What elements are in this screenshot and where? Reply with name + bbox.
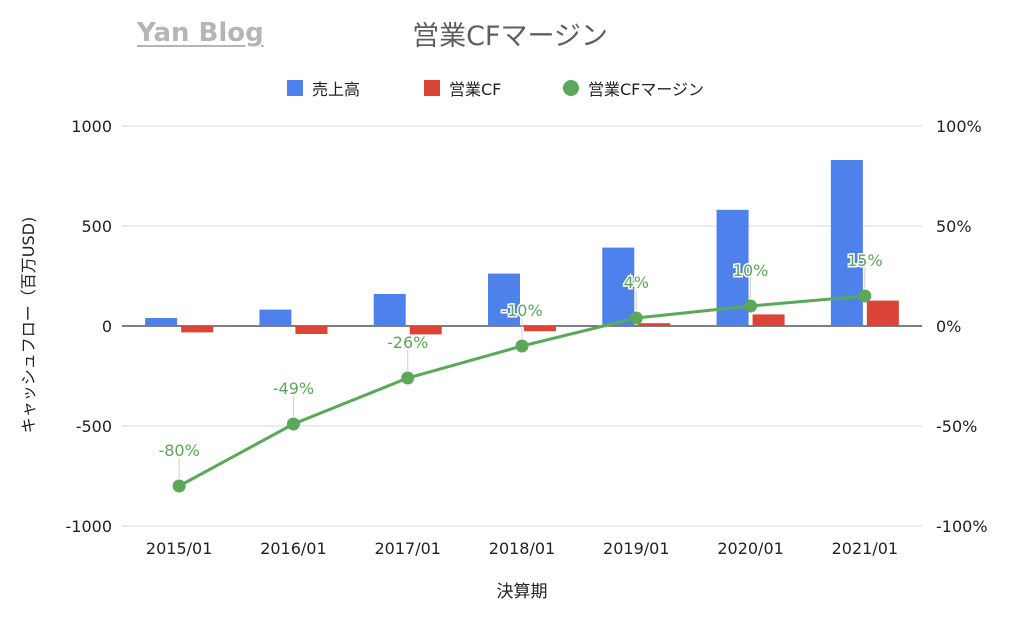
data-label-margin: 15% — [847, 251, 883, 270]
point-margin — [858, 289, 872, 303]
chart-title-text: 営業CFマージン — [412, 21, 608, 52]
point-margin — [515, 339, 529, 353]
y2-tick-label: -100% — [936, 517, 988, 536]
legend-item-operating-cf: 営業CF — [424, 76, 501, 100]
legend-swatch-sales — [287, 80, 303, 96]
x-tick-label: 2021/01 — [832, 539, 898, 558]
bar-operating-cf — [638, 323, 671, 326]
bar-sales — [145, 318, 178, 326]
legend-swatch-operating-cf — [424, 80, 440, 96]
x-axis-title: 決算期 — [497, 582, 548, 602]
legend-item-margin: 営業CFマージン — [563, 76, 704, 100]
y-tick-label: -500 — [76, 417, 112, 436]
bar-operating-cf — [409, 326, 442, 335]
legend-swatch-margin — [563, 80, 579, 96]
bar-operating-cf — [752, 314, 785, 326]
data-label-margin: 10% — [733, 261, 769, 280]
x-tick-label: 2016/01 — [260, 539, 326, 558]
bar-sales — [488, 273, 520, 326]
data-label-margin: 4% — [624, 273, 649, 292]
data-label-margin: -49% — [273, 379, 314, 398]
y-axis-title: キャッシュフロー（百万USD) — [19, 217, 38, 433]
point-margin — [744, 299, 758, 313]
point-margin — [401, 371, 415, 385]
x-tick-label: 2019/01 — [603, 539, 669, 558]
bar-operating-cf — [866, 300, 899, 326]
watermark: Yan Blog — [137, 18, 264, 48]
point-margin — [172, 479, 186, 493]
legend-label-sales: 売上高 — [312, 80, 361, 99]
x-tick-label: 2015/01 — [146, 539, 212, 558]
x-tick-label: 2018/01 — [489, 539, 555, 558]
data-label-margin: -10% — [501, 301, 542, 320]
bar-sales — [373, 294, 406, 326]
y-tick-label: 0 — [102, 317, 112, 336]
point-margin — [629, 311, 643, 325]
legend-item-sales: 売上高 — [287, 76, 360, 100]
bar-sales — [259, 309, 292, 326]
bar-sales — [602, 247, 635, 326]
chart-title: 営業CFマージン — [0, 14, 1024, 53]
data-label-margin: -80% — [158, 441, 199, 460]
y2-tick-label: 100% — [936, 117, 982, 136]
x-tick-label: 2020/01 — [717, 539, 783, 558]
y-tick-label: -1000 — [66, 517, 113, 536]
legend-label-operating-cf: 営業CF — [449, 80, 502, 99]
x-tick-label: 2017/01 — [374, 539, 440, 558]
y2-tick-label: 50% — [936, 217, 972, 236]
y2-tick-label: 0% — [936, 317, 961, 336]
legend: 売上高 営業CF 営業CFマージン — [0, 76, 1024, 99]
y-tick-label: 500 — [81, 217, 112, 236]
data-label-margin: -26% — [387, 333, 428, 352]
bar-operating-cf — [524, 326, 556, 332]
bar-sales — [830, 160, 863, 326]
bar-operating-cf — [295, 326, 328, 334]
bar-operating-cf — [181, 326, 214, 333]
y-tick-label: 1000 — [71, 117, 112, 136]
y2-tick-label: -50% — [936, 417, 977, 436]
point-margin — [286, 417, 300, 431]
legend-label-margin: 営業CFマージン — [588, 80, 705, 99]
